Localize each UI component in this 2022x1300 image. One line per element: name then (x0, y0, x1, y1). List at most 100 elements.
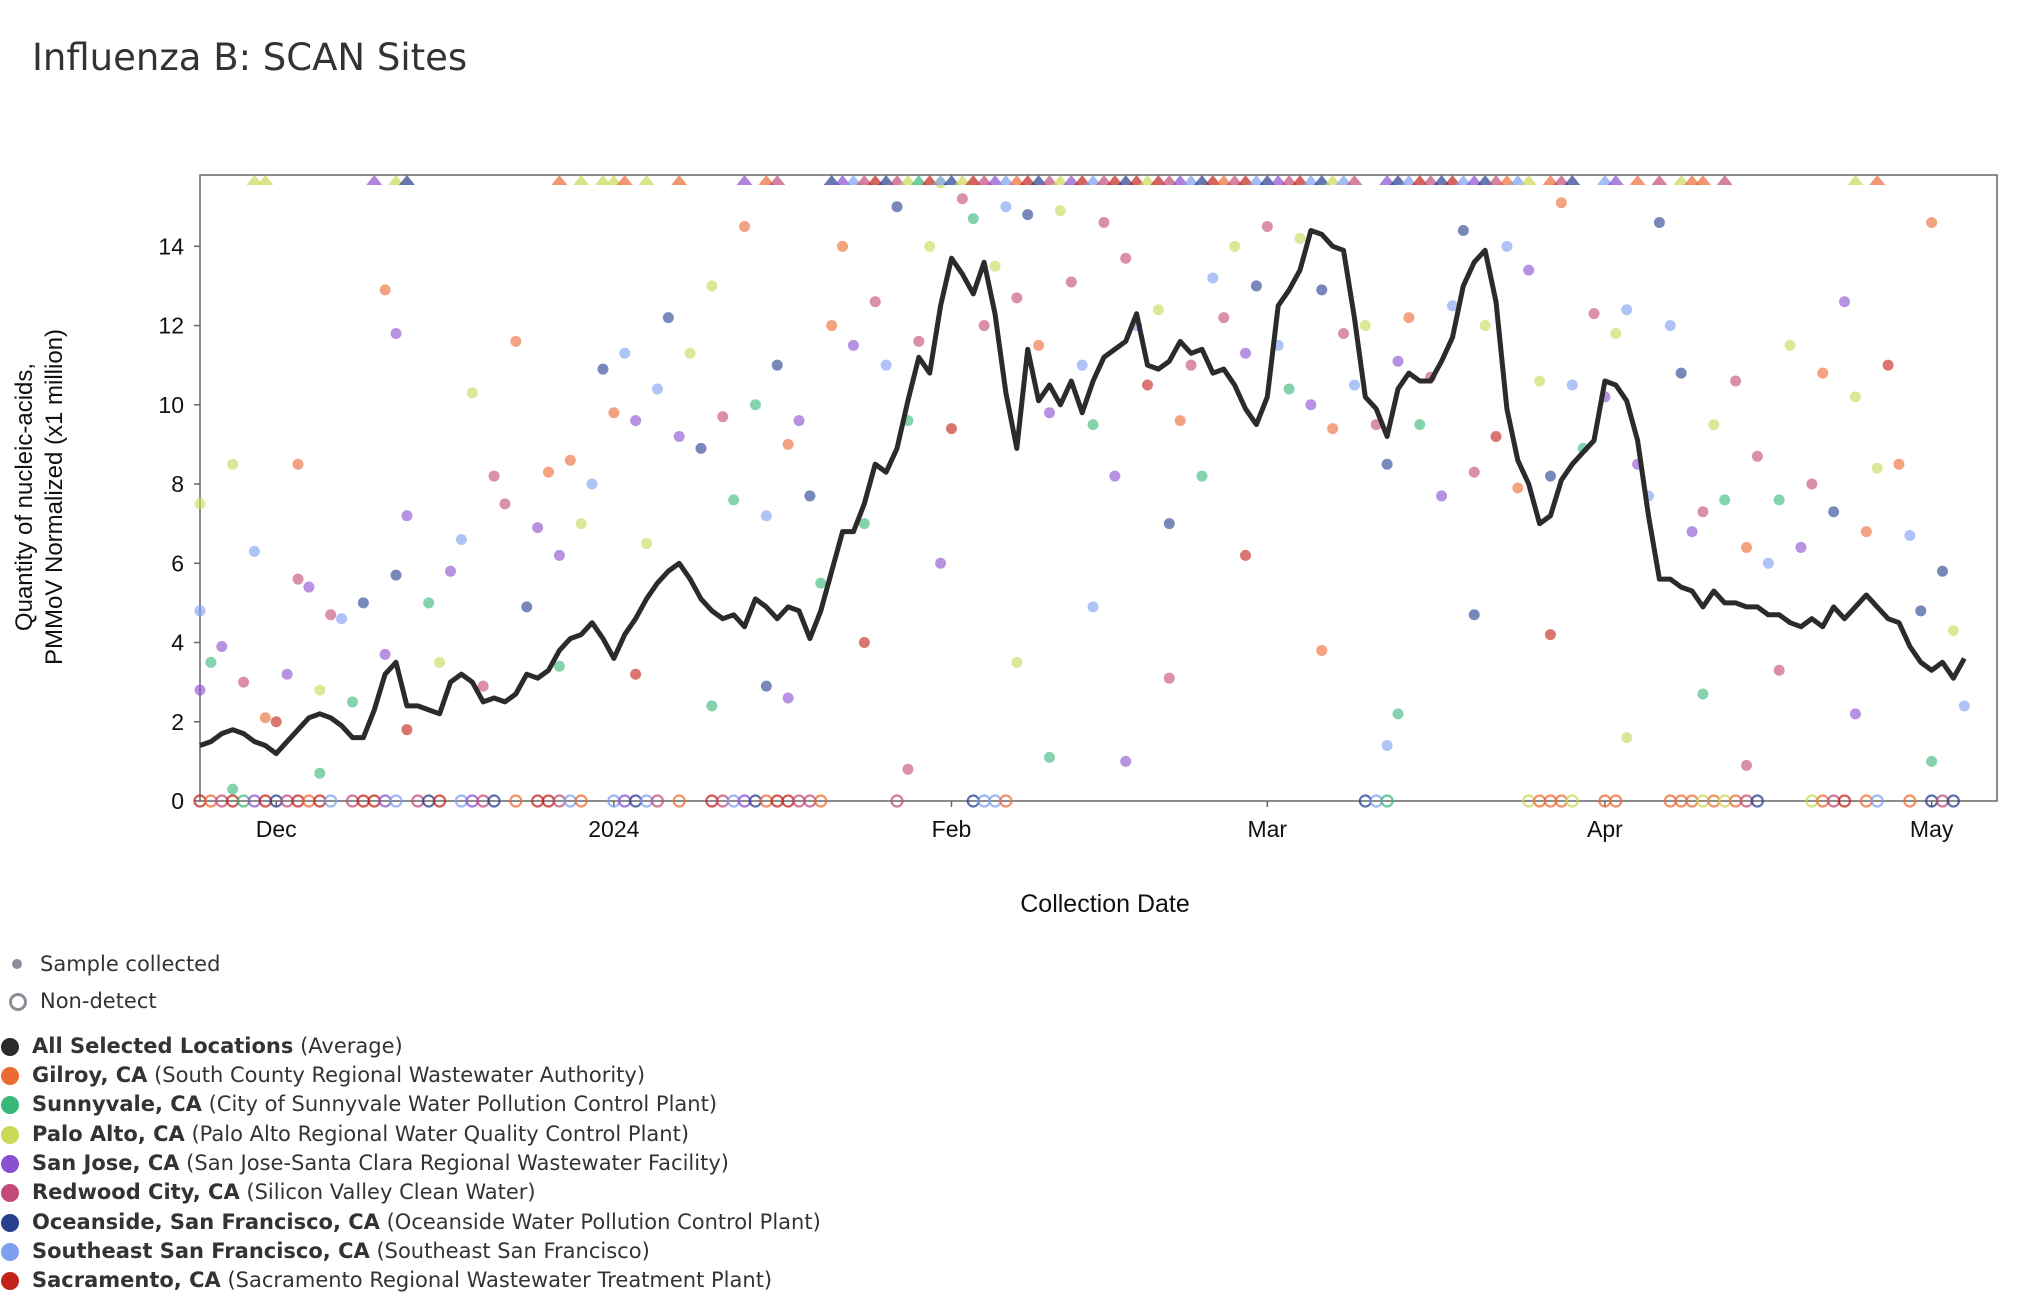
legend-site-name: Redwood City, CA (32, 1180, 240, 1205)
sample-point (1327, 423, 1339, 435)
x-axis-label: Collection Date (1020, 890, 1190, 918)
sample-point (1229, 240, 1241, 252)
overflow-marker (671, 175, 688, 185)
legend-site-label: Palo Alto, CA (Palo Alto Regional Water … (32, 1120, 689, 1148)
sample-point (1185, 359, 1197, 371)
sample-point (1109, 470, 1121, 482)
sample-point (1163, 518, 1175, 530)
sample-point (597, 363, 609, 375)
overflow-marker (1226, 175, 1243, 185)
sample-point (880, 359, 892, 371)
sample-point (1403, 312, 1415, 324)
sample-point (227, 783, 239, 795)
sample-point (1065, 276, 1077, 288)
plot-area[interactable]: 0 2 4 6 8 10 12 14 Dec 2024 Feb Mar Apr May (158, 174, 1998, 842)
overflow-marker (823, 175, 840, 185)
nondetect-point (1750, 794, 1765, 808)
nondetect-point (672, 794, 686, 808)
legend-site-label: Oceanside, San Francisco, CA (Oceanside … (32, 1208, 821, 1236)
sample-point (1708, 419, 1720, 431)
sample-point (259, 712, 271, 724)
sample-point (325, 609, 337, 621)
sample-point (1436, 490, 1448, 502)
sample-point (1686, 526, 1698, 538)
nondetect-point (574, 794, 588, 808)
overflow-marker (997, 175, 1014, 185)
overflow-marker (551, 175, 568, 185)
sample-point (1523, 264, 1535, 276)
sample-point (706, 700, 718, 712)
sample-point (858, 637, 870, 649)
x-tick-label: Dec (256, 816, 297, 842)
sample-point (1534, 375, 1546, 387)
y-axis-label: Quantity of nucleic-acids, PMMoV Normali… (11, 329, 68, 665)
sample-point (684, 347, 696, 359)
overflow-marker (1291, 175, 1308, 185)
legend-site-label: Sacramento, CA (Sacramento Regional Wast… (32, 1266, 772, 1294)
site-dot-icon (1, 1272, 19, 1291)
sample-point (455, 534, 467, 546)
sample-point (673, 430, 685, 442)
sample-point (924, 240, 936, 252)
overflow-marker (878, 175, 895, 185)
sample-point (1653, 217, 1665, 229)
sample-point (466, 387, 478, 399)
sample-point (357, 597, 369, 609)
sample-point (205, 656, 217, 668)
sample-point (1555, 197, 1567, 209)
sample-point (913, 335, 925, 347)
overflow-marker (573, 175, 590, 185)
sample-point (1468, 609, 1480, 621)
sample-point (1817, 367, 1829, 379)
overflow-marker (398, 175, 415, 185)
sample-point (194, 684, 206, 696)
overflow-marker (1074, 175, 1091, 185)
nondetect-point (1903, 794, 1917, 808)
sample-point (1893, 458, 1905, 470)
sample-point (248, 545, 260, 557)
legend-site-desc: (Southeast San Francisco) (369, 1238, 650, 1263)
overflow-marker (1694, 175, 1711, 185)
sample-point (553, 549, 565, 561)
sample-point (1566, 379, 1578, 391)
overflow-marker (1008, 175, 1025, 185)
sample-point (553, 660, 565, 672)
sample-point (423, 597, 435, 609)
sample-point (760, 510, 772, 522)
overflow-marker (1869, 175, 1886, 185)
sample-point (303, 581, 315, 593)
sample-point (1120, 252, 1132, 264)
overflow-marker (1390, 175, 1406, 185)
site-dot-icon (1, 1154, 19, 1173)
sample-point (651, 383, 663, 395)
overflow-marker (1455, 175, 1472, 185)
sample-point (1392, 355, 1404, 367)
sample-point (499, 498, 511, 510)
sample-point (1697, 688, 1709, 700)
sample-point (706, 280, 718, 292)
overflow-marker (1041, 175, 1058, 185)
y-tick-label: 4 (171, 630, 184, 656)
sample-point (390, 569, 402, 581)
sample-point (837, 240, 849, 252)
nondetect-point (487, 794, 501, 808)
ring-icon (9, 993, 27, 1011)
sample-point (1664, 320, 1676, 332)
overflow-marker (943, 175, 960, 185)
sample-point (1795, 541, 1807, 553)
sample-point (1730, 375, 1742, 387)
overflow-marker (1379, 175, 1396, 185)
nondetect-point (389, 794, 403, 808)
chart-svg[interactable]: Quantity of nucleic-acids, PMMoV Normali… (0, 0, 2022, 920)
overflow-marker (616, 175, 633, 185)
sample-point (1882, 359, 1894, 371)
sample-point (1120, 755, 1132, 767)
sample-point (401, 724, 413, 736)
overflow-marker (246, 175, 263, 185)
sample-point (1773, 494, 1785, 506)
nondetect-point (433, 794, 447, 808)
overflow-marker (1063, 175, 1080, 185)
sample-point (1751, 450, 1763, 462)
overflow-marker (1139, 175, 1156, 185)
overflow-marker (1248, 175, 1265, 185)
